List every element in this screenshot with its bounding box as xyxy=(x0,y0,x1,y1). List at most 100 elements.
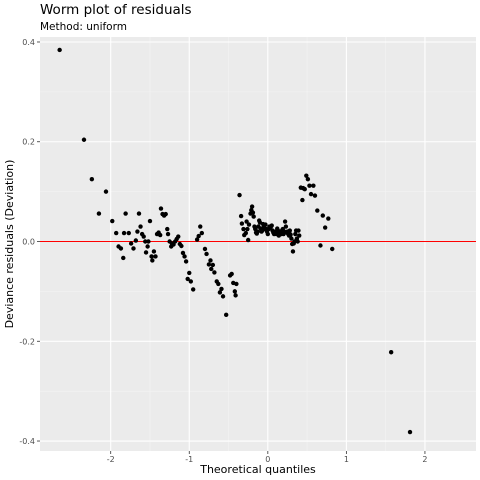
residual-point xyxy=(289,236,294,241)
residual-point xyxy=(153,254,158,259)
residual-point xyxy=(293,231,298,237)
residual-point xyxy=(307,183,312,188)
residual-point xyxy=(121,230,127,236)
x-axis-title: Theoretical quantiles xyxy=(199,463,316,476)
residual-point xyxy=(318,243,323,248)
residual-point xyxy=(89,176,95,182)
residual-point xyxy=(265,231,271,237)
residual-point xyxy=(216,281,221,287)
residual-point xyxy=(123,211,128,216)
residual-point xyxy=(57,47,62,53)
x-tick-label: -2 xyxy=(107,455,115,464)
residual-point xyxy=(263,222,268,227)
residual-point xyxy=(185,276,190,282)
residual-point xyxy=(269,223,274,228)
residual-point xyxy=(198,224,203,229)
x-tick-label: 2 xyxy=(422,455,427,464)
residual-point xyxy=(81,137,87,142)
residual-point xyxy=(297,233,302,238)
residual-point xyxy=(243,230,249,236)
residual-point xyxy=(238,213,244,219)
residual-point xyxy=(241,226,246,232)
residual-point xyxy=(188,279,194,284)
residual-point xyxy=(217,290,223,295)
residual-point xyxy=(282,219,288,224)
residual-point xyxy=(212,270,217,275)
residual-point xyxy=(288,232,293,237)
residual-point xyxy=(182,254,187,259)
residual-point xyxy=(103,189,109,194)
residual-point xyxy=(223,312,229,318)
residual-point xyxy=(295,239,300,244)
residual-point xyxy=(330,246,335,252)
residual-point xyxy=(150,258,155,263)
residual-point xyxy=(110,218,115,224)
residual-point xyxy=(234,281,239,287)
residual-point xyxy=(320,213,326,218)
residual-point xyxy=(145,244,150,249)
residual-point xyxy=(147,218,153,224)
residual-point xyxy=(305,176,311,182)
residual-point xyxy=(308,191,314,197)
y-axis-ticks: -0.4 -0.2 0.0 0.2 0.4 xyxy=(19,38,40,446)
residual-point xyxy=(311,183,316,188)
x-axis-ticks: -2 -1 0 1 2 xyxy=(107,451,427,464)
residual-points xyxy=(57,47,413,435)
chart-title: Worm plot of residuals xyxy=(40,2,192,18)
residual-point xyxy=(255,229,260,234)
residual-point xyxy=(165,231,171,237)
residual-point xyxy=(312,193,318,198)
residual-point xyxy=(326,216,331,221)
residual-point xyxy=(202,246,208,252)
residual-point xyxy=(290,249,296,254)
residual-point xyxy=(136,211,142,216)
residual-point xyxy=(388,350,394,355)
residual-point xyxy=(179,243,184,249)
residual-point xyxy=(126,230,131,236)
residual-point xyxy=(302,186,307,192)
residual-point xyxy=(187,270,192,276)
residual-point xyxy=(304,173,309,178)
residual-point xyxy=(232,289,238,294)
residual-point xyxy=(233,293,238,298)
major-gridlines xyxy=(40,37,476,451)
residual-point xyxy=(292,239,297,244)
residual-point xyxy=(249,204,255,209)
residual-point xyxy=(246,222,252,227)
y-tick-label: 0.2 xyxy=(22,138,35,147)
residual-point xyxy=(118,246,124,251)
residual-point xyxy=(141,234,146,239)
residual-point xyxy=(219,286,224,292)
residual-point xyxy=(208,258,213,263)
residual-point xyxy=(196,233,201,239)
x-tick-label: 0 xyxy=(265,455,270,464)
residual-point xyxy=(220,294,226,299)
y-axis-title: Deviance residuals (Deviation) xyxy=(3,160,16,329)
y-tick-label: -0.2 xyxy=(19,337,35,346)
residual-point xyxy=(206,262,212,267)
residual-point xyxy=(250,210,256,215)
residual-point xyxy=(135,229,140,234)
residual-point xyxy=(237,192,242,198)
residual-point xyxy=(114,230,119,236)
residual-point xyxy=(180,250,186,256)
residual-point xyxy=(315,208,320,213)
residual-point xyxy=(176,234,181,239)
residual-point xyxy=(157,232,163,238)
y-tick-label: -0.4 xyxy=(19,437,35,446)
residual-point xyxy=(128,241,134,246)
plot-panel xyxy=(40,37,476,451)
residual-point xyxy=(204,251,209,257)
residual-point xyxy=(165,226,170,232)
residual-point xyxy=(244,219,249,224)
x-tick-label: -1 xyxy=(185,455,193,464)
residual-point xyxy=(158,206,164,211)
residual-point xyxy=(138,224,143,229)
minor-gridlines xyxy=(40,37,476,451)
residual-point xyxy=(210,262,216,268)
residual-point xyxy=(287,228,293,233)
residual-point xyxy=(133,238,139,243)
residual-point xyxy=(121,255,126,261)
residual-point xyxy=(209,266,214,272)
